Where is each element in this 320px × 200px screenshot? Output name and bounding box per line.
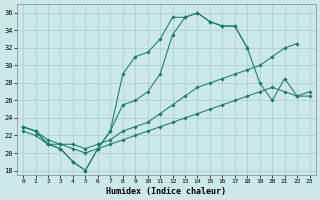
X-axis label: Humidex (Indice chaleur): Humidex (Indice chaleur) (106, 187, 226, 196)
